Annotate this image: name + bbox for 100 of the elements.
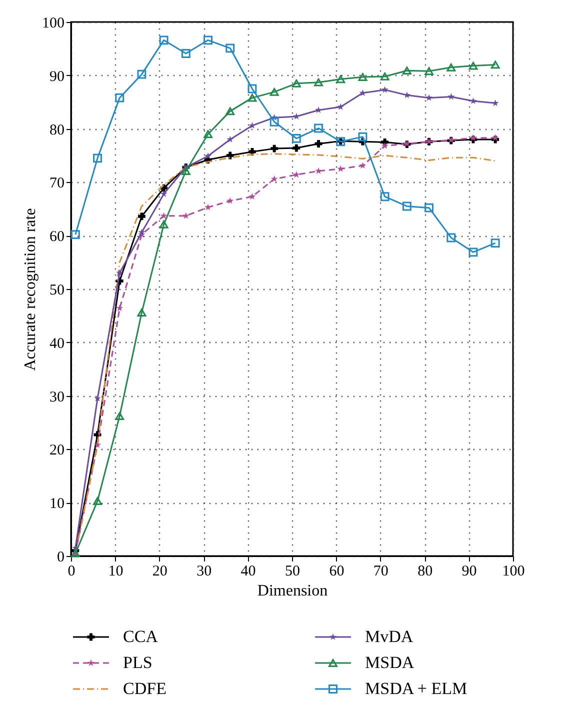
x-tick-label: 50 [285,564,300,580]
point [492,99,499,106]
point [226,152,234,160]
point [358,132,368,142]
point [336,75,346,84]
point [381,86,388,93]
point [204,130,212,138]
point [492,134,499,141]
legend-label: MvDA [365,627,414,646]
point [270,175,278,182]
point [337,165,344,172]
point [270,117,279,126]
point [248,84,257,94]
point [160,212,168,219]
point [159,36,168,45]
legend-label: CDFE [123,679,166,698]
x-tick-label: 60 [329,564,344,580]
x-tick-label: 0 [68,564,76,580]
point [402,202,412,211]
point [138,212,146,220]
x-axis-title: Dimension [257,582,328,600]
point [359,89,366,96]
point [160,190,168,197]
point [137,70,146,79]
point [137,308,146,316]
point [94,394,102,402]
point [292,79,301,88]
legend-label: MSDA + ELM [365,679,468,698]
point [424,203,434,212]
y-tick-label: 50 [50,282,64,298]
x-tick-label: 100 [502,564,525,580]
point [204,152,212,160]
y-tick-label: 100 [42,16,64,32]
y-tick-label: 0 [57,550,64,566]
point [380,72,390,80]
point [138,228,146,236]
point [292,144,300,152]
y-tick-label: 70 [50,176,64,192]
y-tick-label: 80 [50,122,64,138]
y-tick-label: 10 [50,496,64,512]
point [159,220,168,228]
x-tick-label: 40 [240,564,256,580]
point [93,154,102,163]
point [226,107,235,116]
point [470,134,477,141]
point [468,248,478,257]
point [314,78,323,86]
legend-label: CCA [123,627,159,646]
point [204,36,212,45]
x-tick-label: 90 [462,564,477,580]
y-tick-label: 40 [50,336,64,352]
point [270,144,278,152]
point [93,497,102,505]
x-tick-label: 20 [152,564,168,580]
point [292,134,301,143]
point [470,97,477,104]
point [446,63,456,72]
y-tick-label: 20 [50,442,64,459]
point [248,94,257,102]
point [381,142,388,149]
point [490,60,500,69]
point [402,66,412,75]
point [226,136,234,142]
point [182,212,190,219]
point [226,197,234,204]
x-tick-label: 10 [108,564,124,580]
point [270,88,279,96]
point [337,103,344,110]
point [292,112,300,120]
point [446,233,456,242]
point [425,94,433,101]
y-tick-label: 90 [50,68,64,85]
point [115,93,124,102]
point [226,44,235,53]
point [181,167,190,175]
x-tick-label: 70 [373,564,388,580]
point [448,93,455,100]
point [314,167,322,174]
point [116,304,124,312]
y-axis-title: Accurate recognition rate [22,208,39,371]
legend-label: PLS [123,653,152,672]
point [358,73,368,81]
point [115,412,124,420]
point [424,67,434,76]
point [116,269,124,276]
y-tick-label: 60 [50,229,64,246]
legend-label: MSDA [365,653,415,672]
point [314,124,323,133]
point [292,171,300,178]
y-tick-label: 30 [50,389,64,406]
x-tick-label: 30 [196,564,212,580]
point [359,162,366,169]
x-tick-label: 80 [418,564,433,580]
point [181,49,190,58]
point [248,192,256,200]
point [248,122,256,129]
point [380,192,390,202]
point [314,140,322,148]
point [468,62,478,70]
point [490,238,500,248]
